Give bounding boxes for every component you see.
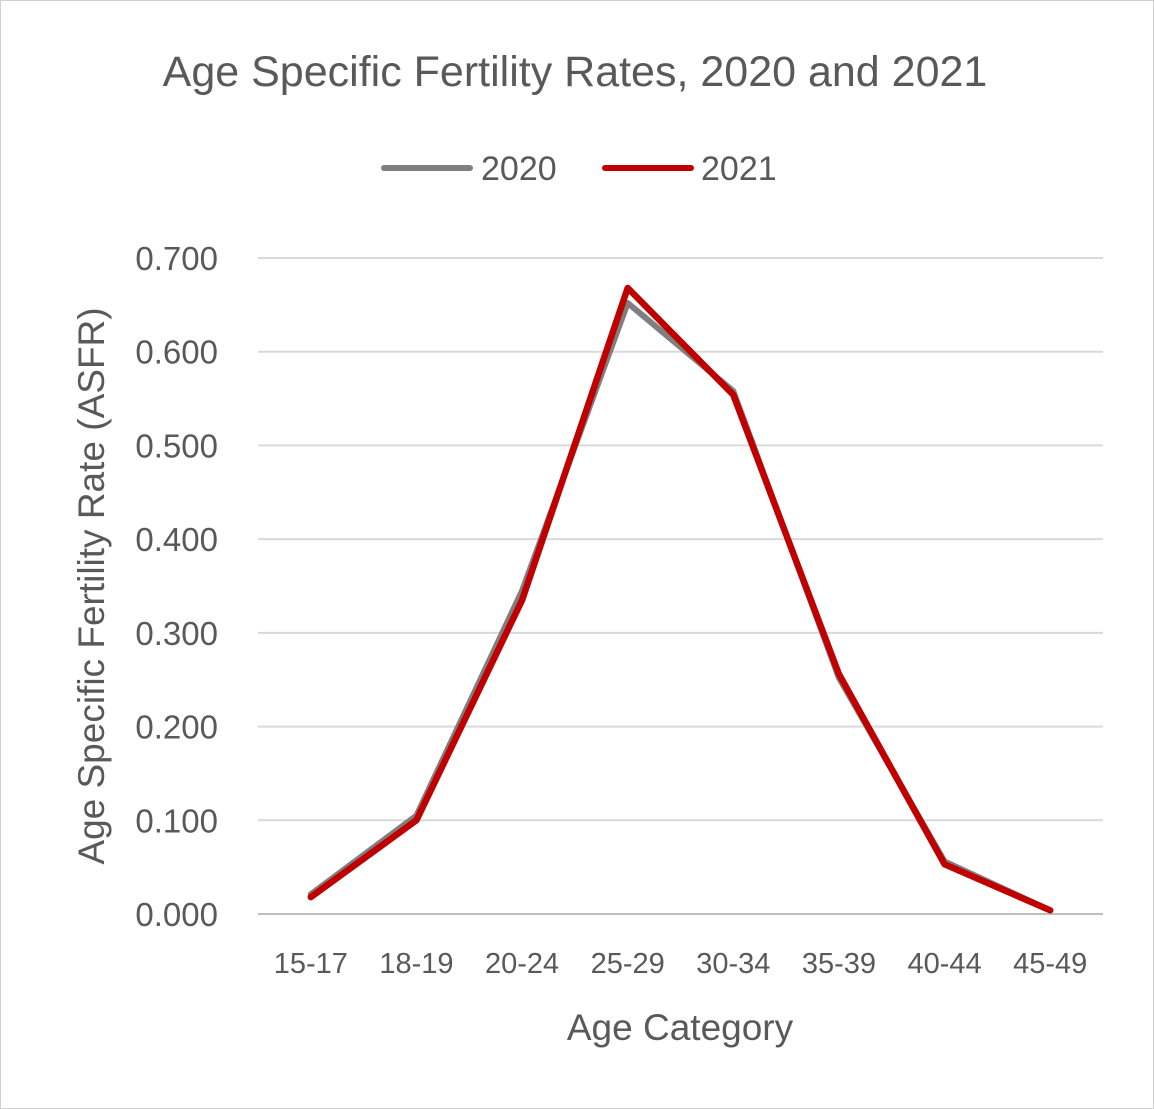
- series-line-2021: [307, 284, 1054, 914]
- x-tick-label: 25-29: [591, 948, 665, 980]
- x-axis-ticks: 15-17 18-19 20-24 25-29 30-34 35-39 40-44 45-49: [274, 948, 1088, 980]
- legend-label-2021: 2021: [701, 150, 777, 188]
- x-tick-label: 35-39: [802, 948, 876, 980]
- x-tick-label: 20-24: [485, 948, 559, 980]
- x-tick-label: 45-49: [1013, 948, 1087, 980]
- y-tick-label: 0.700: [135, 240, 218, 277]
- y-tick-label: 0.200: [135, 709, 218, 746]
- x-tick-label: 18-19: [379, 948, 453, 980]
- series-line-2020: [307, 300, 1054, 914]
- y-tick-label: 0.100: [135, 802, 218, 839]
- series-lines: [307, 284, 1054, 914]
- y-tick-label: 0.000: [135, 896, 218, 933]
- gridlines: [258, 257, 1103, 915]
- y-tick-label: 0.500: [135, 427, 218, 464]
- legend: 2020 2021: [381, 150, 777, 188]
- y-axis-ticks: 0.000 0.100 0.200 0.300 0.400 0.500 0.600 0.700: [135, 240, 218, 933]
- y-tick-label: 0.600: [135, 334, 218, 371]
- x-tick-label: 30-34: [696, 948, 770, 980]
- y-tick-label: 0.300: [135, 615, 218, 652]
- y-tick-label: 0.400: [135, 521, 218, 558]
- chart-title: Age Specific Fertility Rates, 2020 and 2…: [163, 48, 988, 96]
- x-axis-label: Age Category: [567, 1007, 794, 1048]
- x-tick-label: 40-44: [907, 948, 981, 980]
- x-tick-label: 15-17: [274, 948, 348, 980]
- y-axis-label: Age Specific Fertility Rate (ASFR): [71, 307, 112, 864]
- legend-label-2020: 2020: [481, 150, 557, 188]
